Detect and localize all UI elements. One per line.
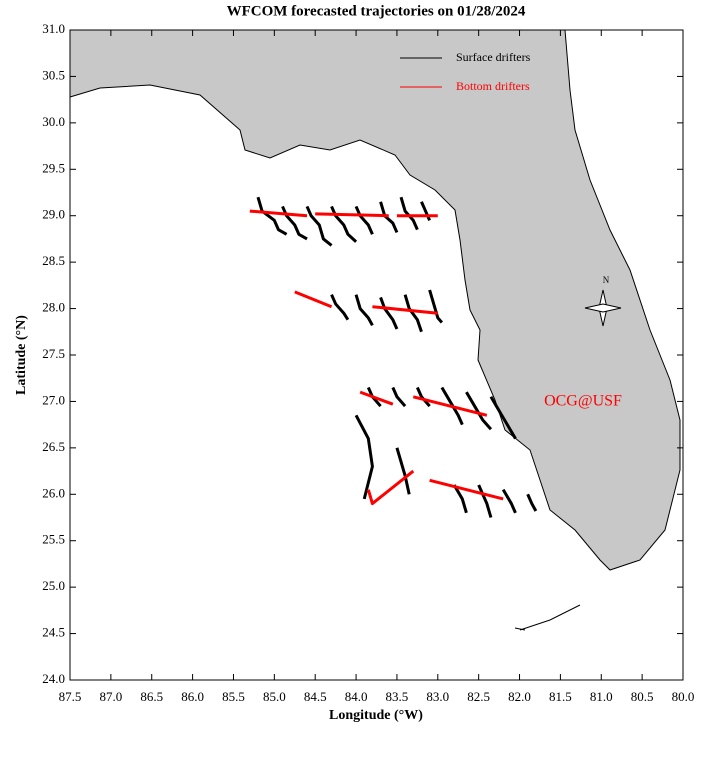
compass <box>584 289 622 327</box>
drifter-track <box>372 305 438 315</box>
drifter-track <box>379 201 399 234</box>
x-tick-label: 84.0 <box>345 689 368 704</box>
drifter-track <box>249 209 308 218</box>
y-tick-label: 31.0 <box>42 21 65 36</box>
drifter-track <box>428 289 444 324</box>
drifter-track <box>305 205 333 247</box>
x-tick-label: 86.5 <box>140 689 163 704</box>
drifter-track <box>315 212 389 218</box>
drifter-track <box>501 488 517 514</box>
drifter-track <box>330 205 358 243</box>
drifter-track <box>489 396 517 440</box>
y-tick-label: 28.5 <box>42 253 65 268</box>
legend-label: Surface drifters <box>456 50 531 64</box>
x-tick-label: 81.0 <box>590 689 613 704</box>
x-tick-label: 84.5 <box>304 689 327 704</box>
drifter-track <box>403 294 423 333</box>
y-tick-label: 30.5 <box>42 67 65 82</box>
drifter-track <box>354 294 374 327</box>
drifter-track <box>354 414 374 500</box>
y-tick-label: 26.0 <box>42 485 65 500</box>
drifter-track <box>415 386 431 408</box>
legend-label: Bottom drifters <box>456 79 530 93</box>
y-tick-label: 24.5 <box>42 625 65 640</box>
chart-title: WFCOM forecasted trajectories on 01/28/2… <box>227 3 526 19</box>
y-tick-label: 27.0 <box>42 392 65 407</box>
y-tick-label: 25.0 <box>42 578 65 593</box>
drifter-track <box>366 469 415 506</box>
x-tick-label: 81.5 <box>549 689 572 704</box>
x-tick-label: 87.5 <box>59 689 82 704</box>
x-tick-label: 83.5 <box>386 689 409 704</box>
drifter-track <box>354 205 374 235</box>
y-tick-label: 24.0 <box>42 671 65 686</box>
drifter-track <box>452 484 468 514</box>
drifter-track <box>395 447 411 495</box>
drifter-track <box>477 484 493 518</box>
x-tick-label: 86.0 <box>181 689 204 704</box>
y-tick-label: 28.0 <box>42 300 65 315</box>
land <box>69 29 681 571</box>
y-tick-label: 29.5 <box>42 160 65 175</box>
x-axis-label: Longitude (°W) <box>329 708 423 723</box>
drifter-track <box>429 478 504 501</box>
y-tick-label: 26.5 <box>42 439 65 454</box>
drifter-track <box>526 493 538 512</box>
x-tick-label: 80.0 <box>672 689 695 704</box>
x-tick-label: 85.5 <box>222 689 245 704</box>
drifter-track <box>412 395 488 417</box>
drifter-track <box>359 390 394 406</box>
x-tick-label: 80.5 <box>631 689 654 704</box>
compass-label: N <box>603 275 610 285</box>
keys <box>514 604 581 631</box>
x-tick-label: 82.5 <box>467 689 490 704</box>
drifter-track <box>379 296 399 330</box>
y-tick-label: 27.5 <box>42 346 65 361</box>
drifter-track <box>294 290 333 309</box>
drifter-track <box>399 196 419 231</box>
y-tick-label: 25.5 <box>42 532 65 547</box>
y-tick-label: 30.0 <box>42 114 65 129</box>
x-tick-label: 82.0 <box>508 689 531 704</box>
drifter-track <box>256 196 288 236</box>
x-tick-label: 85.0 <box>263 689 286 704</box>
y-tick-label: 29.0 <box>42 207 65 222</box>
drifter-track <box>330 294 350 321</box>
y-axis-label: Latitude (°N) <box>14 315 29 395</box>
drifter-track <box>391 386 407 408</box>
annotation: OCG@USF <box>544 393 622 410</box>
drifter-track <box>420 201 431 221</box>
x-tick-label: 87.0 <box>99 689 122 704</box>
x-tick-label: 83.0 <box>426 689 449 704</box>
